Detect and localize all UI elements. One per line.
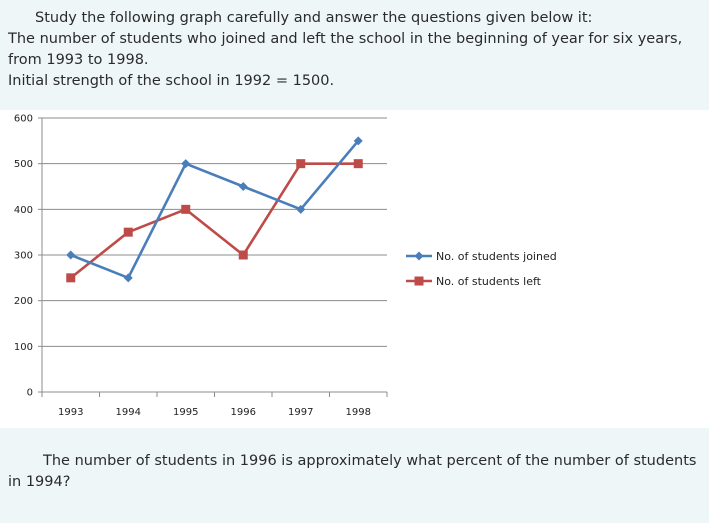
y-tick-label-400: 400 (14, 205, 33, 216)
intro-description: The number of students who joined and le… (8, 31, 683, 68)
left-point-1997 (296, 159, 306, 169)
left-point-1993 (66, 273, 76, 283)
legend-label-left: No. of students left (436, 275, 542, 288)
joined-point-1997 (296, 204, 306, 214)
x-tick-label-1996: 1996 (231, 407, 256, 418)
joined-point-1996 (238, 182, 248, 191)
joined-point-1994 (123, 273, 133, 283)
joined-point-1993 (66, 250, 76, 260)
legend-marker (414, 251, 424, 261)
left-point-1994 (123, 227, 133, 237)
chart-series (66, 136, 363, 283)
question-block: The number of students in 1996 is approx… (8, 451, 703, 493)
question-text: The number of students in 1996 is approx… (8, 453, 697, 490)
series-line-joined (70, 139, 360, 280)
y-tick-label-600: 600 (14, 114, 33, 125)
y-tick-label-100: 100 (14, 342, 33, 353)
y-tick-label-300: 300 (14, 251, 33, 262)
y-tick-label-200: 200 (14, 296, 33, 307)
x-tick-label-1994: 1994 (116, 407, 141, 418)
legend-entry-left: No. of students left (406, 275, 542, 288)
intro-text: Study the following graph carefully and … (8, 8, 703, 92)
y-tick-label-500: 500 (14, 159, 33, 170)
left-point-1995 (181, 204, 191, 214)
x-axis: 1993 1994 1995 1996 1997 1998 (41, 391, 388, 418)
x-tick-label-1998: 1998 (346, 407, 371, 418)
chart-legend: No. of students joined No. of students le… (406, 250, 557, 288)
legend-entry-joined: No. of students joined (406, 250, 557, 263)
intro-initial-strength: Initial strength of the school in 1992 =… (8, 73, 335, 89)
joined-point-1995 (181, 159, 191, 169)
left-point-1996 (238, 250, 248, 260)
left-point-1998 (353, 159, 363, 169)
y-tick-label-0: 0 (27, 388, 33, 399)
legend-label-joined: No. of students joined (436, 250, 557, 263)
x-tick-label-1995: 1995 (173, 407, 198, 418)
legend-marker (414, 276, 424, 286)
intro-lead: Study the following graph carefully and … (35, 10, 593, 26)
joined-point-1998 (353, 136, 363, 146)
x-tick-label-1993: 1993 (58, 407, 83, 418)
chart-container: 0 100 200 300 400 500 600 1993 1994 1995 1996 1997… (0, 110, 709, 428)
series-left (66, 159, 363, 283)
series-line-left (69, 162, 359, 279)
series-joined (66, 136, 363, 283)
x-tick-label-1997: 1997 (288, 407, 313, 418)
y-axis: 0 100 200 300 400 500 600 (14, 114, 43, 399)
line-chart: 0 100 200 300 400 500 600 1993 1994 1995 1996 1997… (0, 110, 709, 428)
